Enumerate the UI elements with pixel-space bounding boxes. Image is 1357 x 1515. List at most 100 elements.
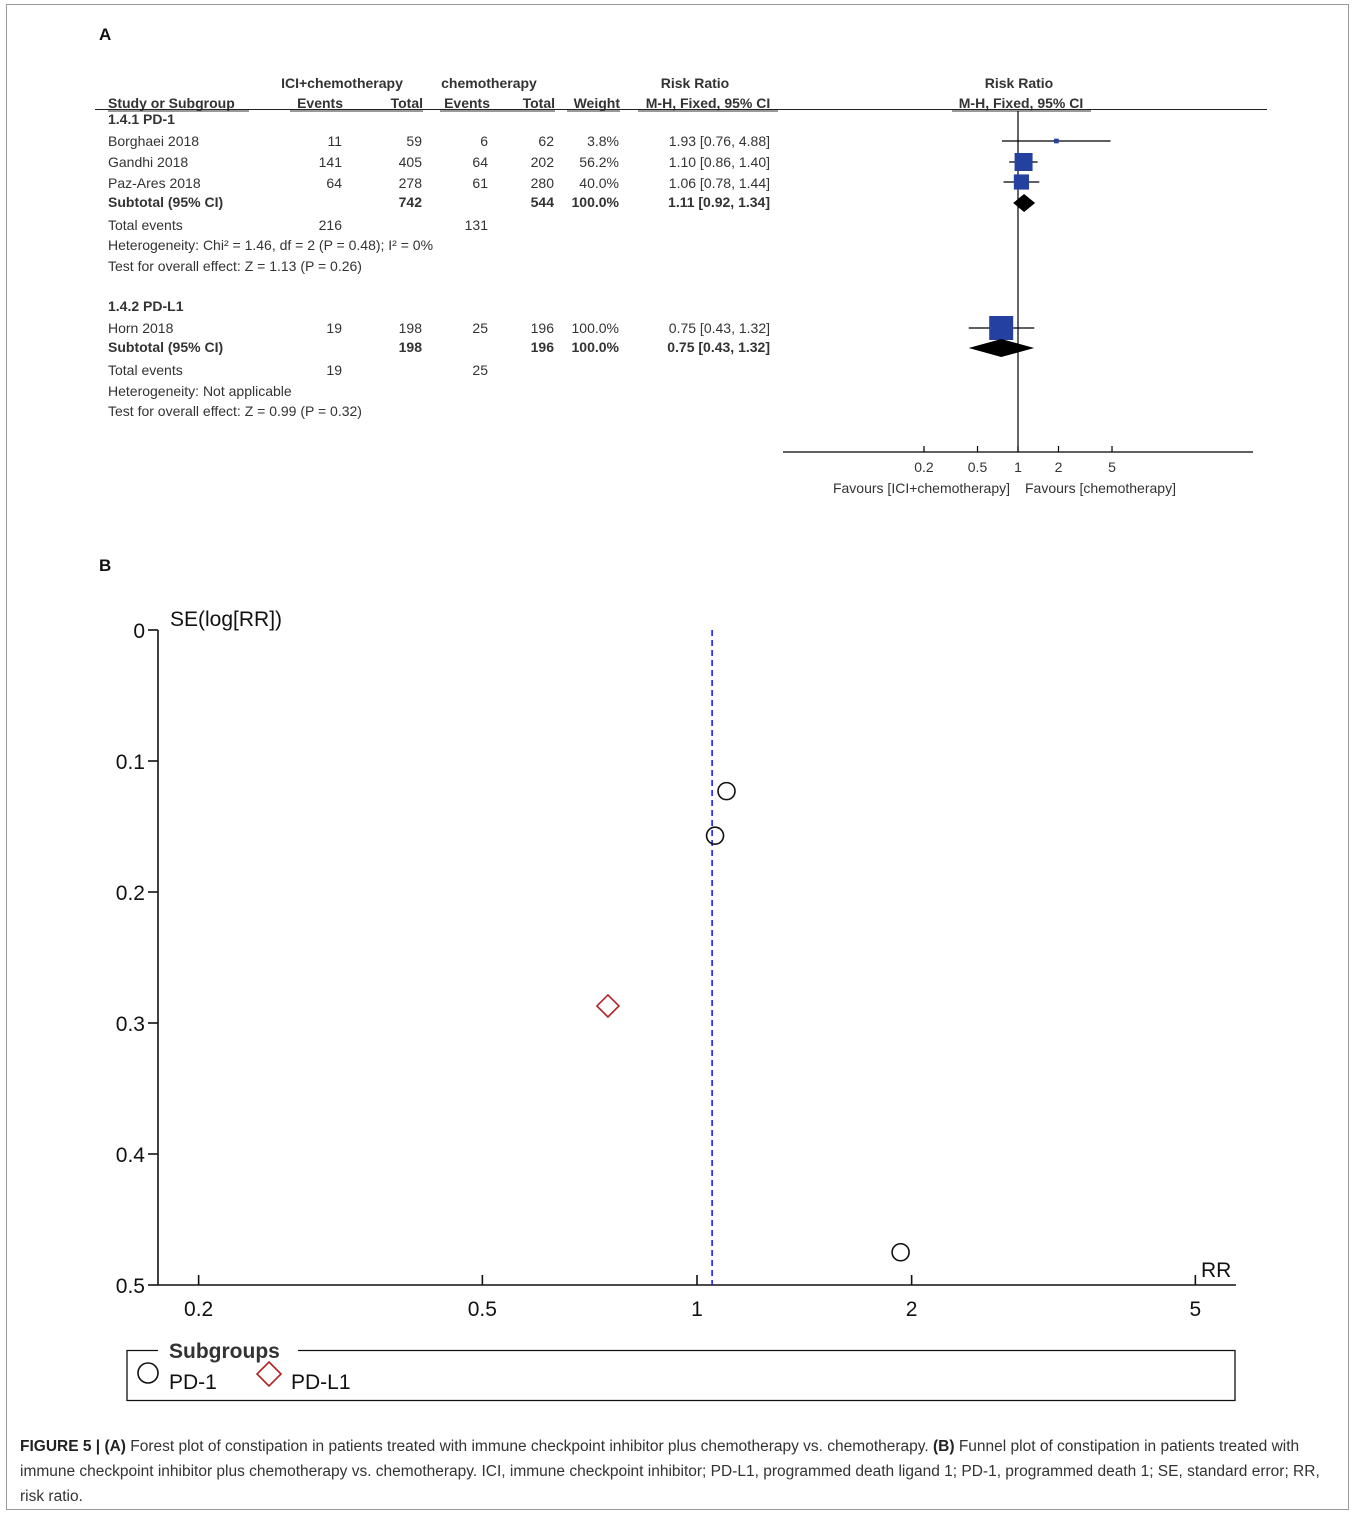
funnel-y-tick-label: 0.5 <box>116 1275 145 1298</box>
cell-ci-text: 1.06 [0.78, 1.44] <box>669 175 770 191</box>
subgroup-label: 1.4.2 PD-L1 <box>108 298 184 314</box>
forest-tick-label: 0.5 <box>968 459 988 475</box>
study-square <box>1014 174 1029 189</box>
legend-title: Subgroups <box>169 1340 280 1363</box>
col-exp-events: Events <box>297 95 343 111</box>
cell-exp-events: 11 <box>327 133 342 149</box>
pdl1-study-point <box>597 995 619 1017</box>
cell-exp-events: 216 <box>319 217 343 233</box>
caption-a-text: Forest plot of constipation in patients … <box>126 1438 933 1455</box>
cell-exp-total: 405 <box>399 154 423 170</box>
cell-exp-total: 59 <box>406 133 422 149</box>
subgroup-label: 1.4.1 PD-1 <box>108 111 175 127</box>
cell-exp-events: 19 <box>326 320 342 336</box>
cell-ci-text: 0.75 [0.43, 1.32] <box>667 339 770 355</box>
cell-ctl-total: 544 <box>531 194 555 210</box>
col-study: Study or Subgroup <box>108 95 235 111</box>
note-label: Heterogeneity: Not applicable <box>108 383 292 399</box>
funnel-y-tick-label: 0.4 <box>116 1144 146 1167</box>
col-ci-plot: M-H, Fixed, 95% CI <box>959 95 1083 111</box>
study-square <box>1015 153 1033 171</box>
legend-pdl1-label: PD-L1 <box>291 1371 351 1394</box>
funnel-points <box>597 630 909 1285</box>
cell-ctl-events: 25 <box>472 362 488 378</box>
cell-ci-text: 0.75 [0.43, 1.32] <box>669 320 770 336</box>
header-experimental-group: ICI+chemotherapy <box>281 75 403 91</box>
forest-tick-label: 1 <box>1014 459 1022 475</box>
events-label: Total events <box>108 362 183 378</box>
caption-b-label: (B) <box>933 1438 955 1455</box>
figure-caption: FIGURE 5 | (A) Forest plot of constipati… <box>20 1434 1338 1509</box>
cell-ctl-total: 62 <box>538 133 554 149</box>
cell-ctl-total: 196 <box>531 320 555 336</box>
col-exp-total: Total <box>391 95 423 111</box>
cell-ctl-total: 196 <box>531 339 555 355</box>
col-ci-text: M-H, Fixed, 95% CI <box>646 95 770 111</box>
cell-exp-total: 742 <box>399 194 423 210</box>
x-axis-title: RR <box>1201 1259 1231 1282</box>
cell-exp-total: 278 <box>399 175 423 191</box>
cell-ci-text: 1.93 [0.76, 4.88] <box>669 133 770 149</box>
cell-ctl-events: 61 <box>472 175 488 191</box>
forest-plot: A ICI+chemotherapy chemotherapy Risk Rat… <box>0 0 1357 520</box>
header-risk-ratio-plot: Risk Ratio <box>985 75 1053 91</box>
legend: Subgroups PD-1 PD-L1 <box>127 1340 1235 1401</box>
funnel-x-tick-label: 0.2 <box>184 1298 213 1321</box>
funnel-x-tick-label: 1 <box>691 1298 703 1321</box>
pd1-study-point <box>718 783 735 800</box>
header-control-group: chemotherapy <box>441 75 537 91</box>
forest-table-rows: 1.4.1 PD-1 Borghaei 2018 11 59 6 62 3.8% 1.93 [… <box>108 111 770 419</box>
col-ctl-events: Events <box>444 95 490 111</box>
funnel-x-tick-label: 0.5 <box>468 1298 497 1321</box>
legend-pdl1-marker <box>257 1362 281 1386</box>
col-weight: Weight <box>574 95 621 111</box>
study-square <box>1054 139 1059 144</box>
cell-weight: 100.0% <box>572 339 620 355</box>
funnel-x-tick-label: 2 <box>906 1298 918 1321</box>
forest-tick-label: 2 <box>1055 459 1063 475</box>
forest-x-axis: 0.2 0.5 1 2 5 <box>783 446 1253 475</box>
study-square <box>989 316 1013 340</box>
panel-a-label: A <box>99 25 111 44</box>
events-label: Total events <box>108 217 183 233</box>
cell-ctl-total: 202 <box>531 154 555 170</box>
cell-exp-total: 198 <box>399 339 423 355</box>
note-label: Test for overall effect: Z = 0.99 (P = 0… <box>108 403 362 419</box>
favours-left: Favours [ICI+chemotherapy] <box>833 480 1010 496</box>
cell-ctl-events: 6 <box>480 133 488 149</box>
favours-right: Favours [chemotherapy] <box>1025 480 1176 496</box>
cell-ctl-events: 131 <box>465 217 489 233</box>
cell-ci-text: 1.11 [0.92, 1.34] <box>668 194 770 210</box>
funnel-y-tick-label: 0.1 <box>116 751 145 774</box>
forest-tick-label: 5 <box>1108 459 1116 475</box>
header-risk-ratio-text: Risk Ratio <box>661 75 729 91</box>
col-ctl-total: Total <box>523 95 555 111</box>
study-label: Horn 2018 <box>108 320 174 336</box>
cell-exp-events: 19 <box>326 362 342 378</box>
subtotal-diamond <box>1013 194 1035 212</box>
cell-ctl-events: 64 <box>472 154 488 170</box>
study-label: Gandhi 2018 <box>108 154 188 170</box>
forest-marks <box>969 111 1111 452</box>
cell-weight: 100.0% <box>572 194 620 210</box>
funnel-plot: B SE(log[RR]) RR 0 0.1 0.2 0.3 0.4 0.5 0.2 0.5 1… <box>0 520 1357 1420</box>
funnel-y-tick-label: 0.3 <box>116 1013 145 1036</box>
cell-exp-events: 141 <box>319 154 343 170</box>
panel-b-label: B <box>99 556 111 575</box>
funnel-y-tick-label: 0.2 <box>116 882 145 905</box>
caption-figure-label: FIGURE 5 | <box>20 1438 100 1455</box>
funnel-x-tick-label: 5 <box>1190 1298 1202 1321</box>
cell-exp-total: 198 <box>399 320 423 336</box>
forest-tick-label: 0.2 <box>914 459 934 475</box>
funnel-y-tick-label: 0 <box>133 620 145 643</box>
pd1-study-point <box>892 1244 909 1261</box>
study-label: Borghaei 2018 <box>108 133 199 149</box>
cell-ctl-total: 280 <box>531 175 555 191</box>
subtotal-label: Subtotal (95% CI) <box>108 339 223 355</box>
cell-weight: 40.0% <box>579 175 619 191</box>
caption-a-label: (A) <box>104 1438 126 1455</box>
cell-ctl-events: 25 <box>472 320 488 336</box>
cell-weight: 3.8% <box>587 133 619 149</box>
pd1-study-point <box>707 827 724 844</box>
subtotal-label: Subtotal (95% CI) <box>108 194 223 210</box>
